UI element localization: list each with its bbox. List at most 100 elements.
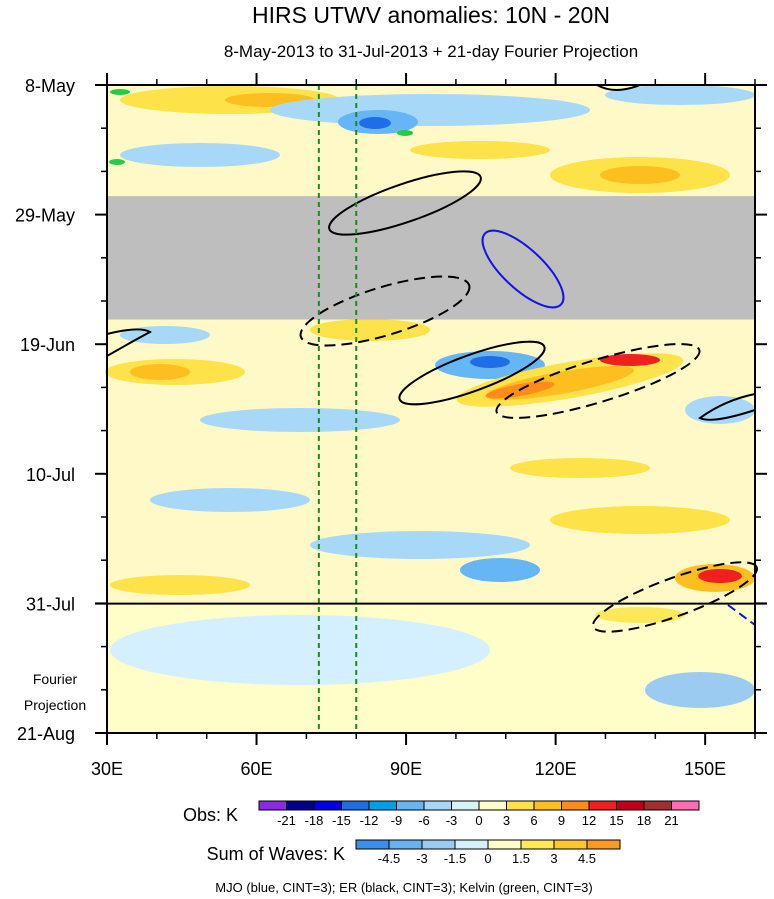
projection-field: [107, 605, 755, 733]
legend-swatch: [355, 839, 390, 850]
x-tick-label: 120E: [535, 759, 577, 779]
y-tick-label: 31-Jul: [26, 594, 75, 614]
obs-patch: [698, 569, 742, 583]
x-tick-label: 150E: [684, 759, 726, 779]
obs-legend: -21 -18 -15 -12 -9 -6 -3 0 3 6 9 12 15 18 21: [258, 800, 700, 828]
er-contour-negative: [495, 343, 701, 419]
x-tick-label: 30E: [91, 759, 123, 779]
obs-patch: [460, 558, 540, 582]
er-contour-negative: [299, 275, 471, 347]
y-tick-label: 21-Aug: [17, 724, 75, 744]
legend-level-label: -3: [446, 813, 458, 828]
obs-patch: [110, 89, 130, 95]
legend-swatch: [487, 839, 522, 850]
legend-swatch: [616, 800, 645, 811]
obs-patch: [397, 130, 413, 136]
projection-label-line2: Projection: [24, 697, 86, 713]
projection-patch: [595, 607, 685, 623]
observation-field: [105, 85, 755, 605]
wave-contours: [106, 84, 759, 633]
obs-patch: [150, 488, 310, 512]
legend-level-label: 3: [550, 851, 557, 866]
projection-patch: [110, 615, 490, 685]
obs-patch: [110, 575, 250, 595]
legend-level-label: -3: [416, 851, 428, 866]
legend-level-label: 18: [637, 813, 651, 828]
legend-level-label: -4.5: [378, 851, 400, 866]
x-tick-label: 90E: [390, 759, 422, 779]
legend-level-label: 9: [558, 813, 565, 828]
legend-level-label: -21: [277, 813, 296, 828]
obs-patch: [200, 408, 400, 432]
legend-swatch: [553, 839, 588, 850]
projection-label-line1: Fourier: [33, 671, 78, 687]
legend-level-label: 12: [582, 813, 596, 828]
legend-swatch: [671, 800, 700, 811]
er-contour-negative: [591, 561, 759, 633]
obs-patch: [510, 458, 650, 478]
legend-swatch: [313, 800, 342, 811]
legend-level-label: -15: [332, 813, 351, 828]
missing-data-band: [107, 196, 755, 320]
x-tick-label: 60E: [241, 759, 273, 779]
plot-area: [95, 84, 767, 734]
obs-patch: [130, 364, 190, 380]
obs-patch: [605, 85, 755, 105]
obs-patch: [470, 356, 510, 368]
y-tick-label: 29-May: [15, 206, 75, 226]
legend-swatch: [286, 800, 315, 811]
legend-swatch: [643, 800, 672, 811]
mjo-contour: [727, 604, 756, 626]
legend-level-label: 15: [609, 813, 623, 828]
obs-patch: [310, 531, 530, 559]
legend-swatch: [478, 800, 507, 811]
legend-level-label: -12: [360, 813, 379, 828]
axes: 30E 60E 90E 120E 150E 8-May 29-May 19-Jun 10-Jul…: [15, 73, 767, 779]
obs-patch: [120, 143, 280, 167]
legend-swatch: [451, 800, 480, 811]
legend-level-label: 21: [664, 813, 678, 828]
y-tick-label: 10-Jul: [26, 465, 75, 485]
projection-patch: [645, 672, 755, 708]
legend-level-label: 3: [503, 813, 510, 828]
contour-note: MJO (blue, CINT=3); ER (black, CINT=3); …: [215, 880, 592, 895]
legend-level-label: -6: [418, 813, 430, 828]
legend-swatch: [421, 839, 456, 850]
obs-legend-label: Obs: K: [183, 805, 238, 825]
chart-subtitle: 8-May-2013 to 31-Jul-2013 + 21-day Fouri…: [224, 42, 638, 61]
er-contour-positive: [106, 328, 153, 357]
legend-level-label: 1.5: [512, 851, 530, 866]
plot-frame: [106, 84, 756, 734]
legend-swatch: [423, 800, 452, 811]
obs-patch: [310, 319, 430, 341]
legend-level-label: 4.5: [578, 851, 596, 866]
er-contour-positive: [328, 170, 482, 236]
obs-patch: [600, 166, 680, 184]
legend-level-label: 0: [475, 813, 482, 828]
legend-swatch: [388, 839, 423, 850]
legend-swatch: [341, 800, 370, 811]
er-contour-positive: [698, 393, 756, 421]
legend-swatch: [454, 839, 489, 850]
y-tick-label: 19-Jun: [20, 335, 75, 355]
legend-level-label: 0: [484, 851, 491, 866]
er-contour-positive: [596, 84, 641, 91]
legend-level-label: 6: [530, 813, 537, 828]
legend-swatch: [506, 800, 535, 811]
obs-patch: [109, 159, 125, 165]
legend-level-label: -18: [305, 813, 324, 828]
legend-level-label: -9: [391, 813, 403, 828]
legend-swatch: [396, 800, 425, 811]
obs-patch: [550, 506, 730, 534]
waves-legend: -4.5 -3 -1.5 0 1.5 3 4.5: [355, 839, 621, 866]
legend-swatch: [561, 800, 590, 811]
legend-swatch: [368, 800, 397, 811]
chart-title: HIRS UTWV anomalies: 10N - 20N: [252, 2, 610, 28]
legend-swatch: [586, 839, 621, 850]
legend-swatch: [588, 800, 617, 811]
legend-swatch: [533, 800, 562, 811]
obs-patch: [410, 141, 550, 159]
legend-swatch: [520, 839, 555, 850]
obs-patch: [600, 354, 660, 366]
